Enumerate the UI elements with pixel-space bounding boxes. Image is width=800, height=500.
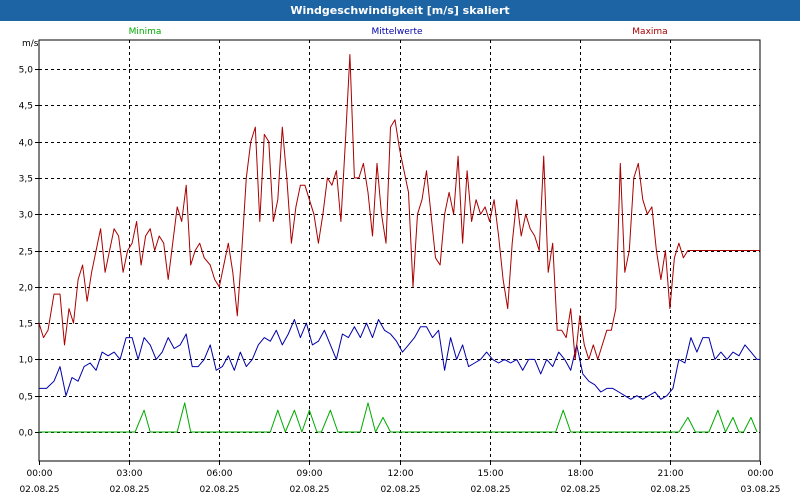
chart-title: Windgeschwindigkeit [m/s] skaliert bbox=[0, 0, 800, 21]
x-tick-time: 12:00 bbox=[388, 469, 414, 479]
x-tick-time: 15:00 bbox=[478, 469, 504, 479]
y-tick-label: 2,0 bbox=[19, 284, 34, 294]
x-tick-date: 03.08.25 bbox=[740, 485, 780, 495]
x-tick-date: 02.08.25 bbox=[470, 485, 510, 495]
y-tick-label: 3,0 bbox=[19, 211, 34, 221]
x-tick-time: 18:00 bbox=[568, 469, 594, 479]
x-tick-time: 09:00 bbox=[297, 469, 323, 479]
x-tick-date: 02.08.25 bbox=[650, 485, 690, 495]
legend-label-mittelwerte: Mittelwerte bbox=[371, 27, 422, 37]
y-axis-label: m/s bbox=[22, 39, 39, 49]
x-tick-time: 03:00 bbox=[117, 469, 143, 479]
x-tick-date: 02.08.25 bbox=[109, 485, 149, 495]
y-tick-label: 3,5 bbox=[19, 175, 33, 185]
y-tick-label: 0,0 bbox=[19, 429, 34, 439]
x-tick-labels: 00:00 02.08.25 03:00 02.08.25 06:00 02.08.25 0… bbox=[19, 469, 780, 495]
y-tick-label: 4,0 bbox=[19, 139, 34, 149]
y-tick-label: 5,0 bbox=[19, 66, 34, 76]
y-tick-label: 1,0 bbox=[19, 356, 34, 366]
x-tick-time: 06:00 bbox=[207, 469, 233, 479]
x-tick-date: 02.08.25 bbox=[289, 485, 329, 495]
y-tick-labels: 0,0 0,5 1,0 1,5 2,0 2,5 3,0 3,5 4,0 4,5 5,0 bbox=[19, 66, 34, 439]
y-tick-label: 4,5 bbox=[19, 102, 33, 112]
series-line-minima bbox=[39, 402, 758, 433]
x-tick-date: 02.08.25 bbox=[199, 485, 239, 495]
x-tick-date: 02.08.25 bbox=[19, 485, 59, 495]
y-tick-label: 2,5 bbox=[19, 248, 33, 258]
y-tick-label: 1,5 bbox=[19, 320, 33, 330]
series-lines bbox=[38, 54, 760, 433]
x-tick-date: 02.08.25 bbox=[380, 485, 420, 495]
x-tick-time: 21:00 bbox=[658, 469, 684, 479]
x-tick-time: 00:00 bbox=[27, 469, 53, 479]
wind-speed-chart: 0,00,51,01,52,02,53,03,54,04,55,0 00:000… bbox=[0, 21, 800, 500]
legend-label-maxima: Maxima bbox=[632, 27, 667, 37]
grid-lines bbox=[39, 40, 760, 461]
series-line-mittelwerte bbox=[39, 319, 760, 400]
series-line-maxima bbox=[38, 54, 760, 360]
plot-background bbox=[0, 21, 800, 500]
y-tick-label: 0,5 bbox=[19, 393, 33, 403]
legend: Minima Mittelwerte Maxima bbox=[129, 27, 668, 37]
x-tick-time: 00:00 bbox=[748, 469, 774, 479]
legend-label-minima: Minima bbox=[129, 27, 162, 37]
x-tick-date: 02.08.25 bbox=[560, 485, 600, 495]
